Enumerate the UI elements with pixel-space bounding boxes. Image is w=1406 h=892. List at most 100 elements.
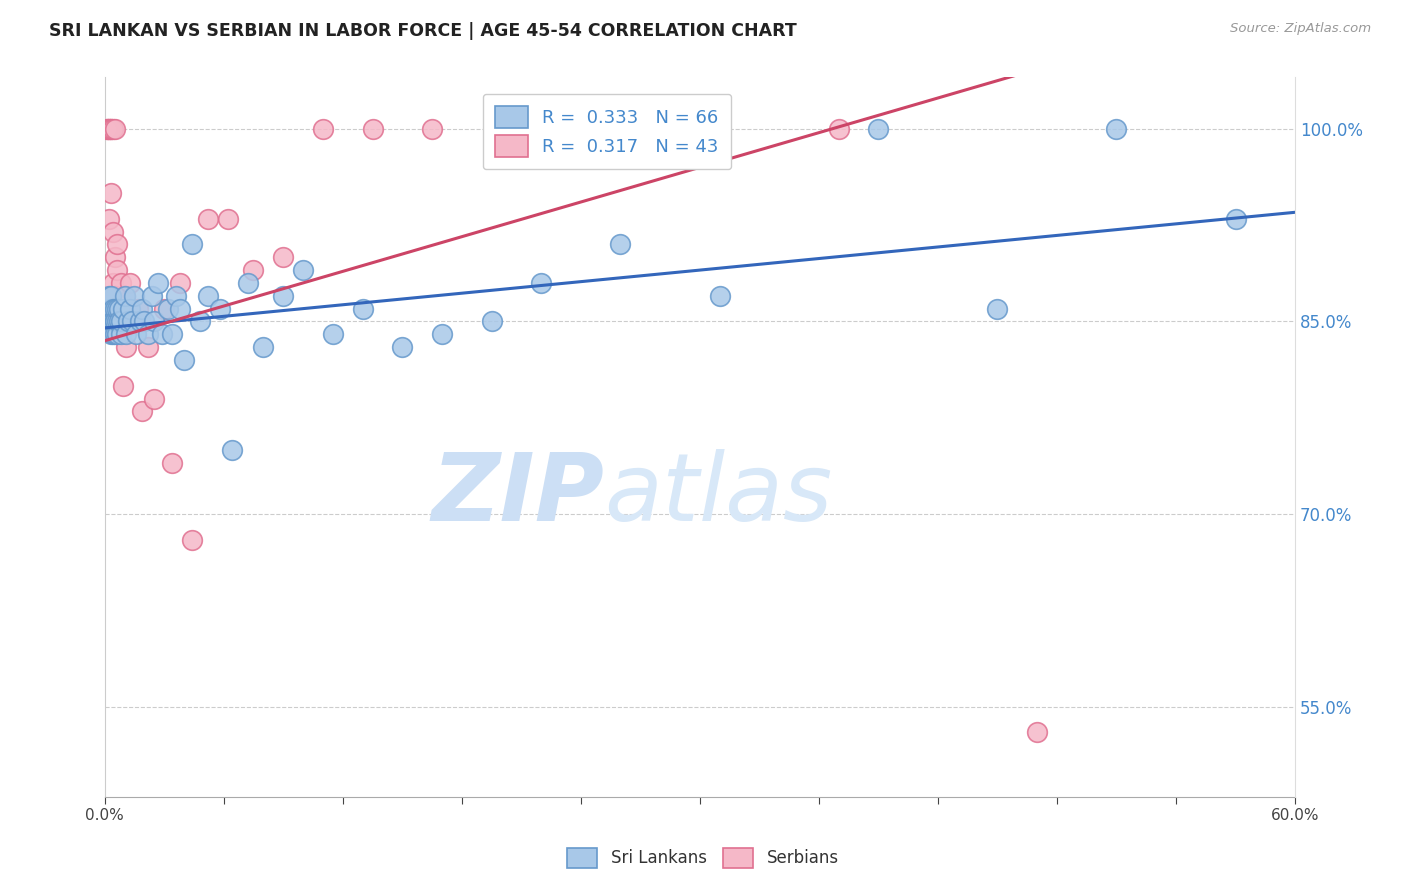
Point — [114, 289, 136, 303]
Point — [352, 301, 374, 316]
Point — [420, 121, 443, 136]
Point — [97, 121, 120, 136]
Point — [609, 237, 631, 252]
Point — [111, 378, 134, 392]
Point — [150, 327, 173, 342]
Point — [131, 404, 153, 418]
Point — [104, 327, 127, 342]
Point — [104, 314, 127, 328]
Point — [169, 276, 191, 290]
Point — [143, 314, 166, 328]
Point — [986, 301, 1008, 316]
Point — [100, 289, 122, 303]
Point — [430, 327, 453, 342]
Point — [197, 289, 219, 303]
Point — [101, 276, 124, 290]
Point — [110, 314, 132, 328]
Point — [120, 276, 142, 290]
Point — [181, 237, 204, 252]
Point — [312, 121, 335, 136]
Point — [110, 327, 132, 342]
Point — [114, 289, 136, 303]
Point — [1225, 211, 1247, 226]
Text: SRI LANKAN VS SERBIAN IN LABOR FORCE | AGE 45-54 CORRELATION CHART: SRI LANKAN VS SERBIAN IN LABOR FORCE | A… — [49, 22, 797, 40]
Point — [104, 250, 127, 264]
Point — [121, 314, 143, 328]
Point — [197, 211, 219, 226]
Point — [107, 314, 129, 328]
Point — [100, 301, 122, 316]
Point — [97, 301, 120, 316]
Point — [105, 301, 128, 316]
Point — [481, 314, 503, 328]
Text: atlas: atlas — [605, 449, 832, 540]
Point — [115, 327, 138, 342]
Point — [153, 301, 176, 316]
Point — [101, 121, 124, 136]
Point — [131, 301, 153, 316]
Point — [96, 301, 118, 316]
Point — [173, 353, 195, 368]
Point — [165, 289, 187, 303]
Point — [104, 289, 127, 303]
Point — [96, 314, 118, 328]
Point — [124, 314, 146, 328]
Point — [117, 314, 139, 328]
Point — [391, 340, 413, 354]
Point — [101, 314, 124, 328]
Point — [361, 121, 384, 136]
Point — [252, 340, 274, 354]
Point — [530, 276, 553, 290]
Point — [105, 314, 128, 328]
Point — [111, 301, 134, 316]
Text: ZIP: ZIP — [432, 449, 605, 541]
Point — [181, 533, 204, 547]
Point — [97, 314, 120, 328]
Point — [188, 314, 211, 328]
Point — [221, 442, 243, 457]
Point — [242, 263, 264, 277]
Point — [107, 301, 129, 316]
Point — [236, 276, 259, 290]
Point — [689, 121, 711, 136]
Point — [157, 301, 180, 316]
Point — [271, 250, 294, 264]
Point — [127, 301, 149, 316]
Point — [129, 314, 152, 328]
Point — [709, 289, 731, 303]
Legend: R =  0.333   N = 66, R =  0.317   N = 43: R = 0.333 N = 66, R = 0.317 N = 43 — [482, 94, 731, 169]
Point — [104, 314, 127, 328]
Point — [97, 211, 120, 226]
Point — [97, 121, 120, 136]
Point — [217, 211, 239, 226]
Point — [491, 121, 513, 136]
Point — [1026, 725, 1049, 739]
Point — [100, 314, 122, 328]
Point — [97, 289, 120, 303]
Point — [125, 327, 148, 342]
Point — [100, 186, 122, 200]
Legend: Sri Lankans, Serbians: Sri Lankans, Serbians — [561, 841, 845, 875]
Text: Source: ZipAtlas.com: Source: ZipAtlas.com — [1230, 22, 1371, 36]
Point — [101, 225, 124, 239]
Point — [160, 456, 183, 470]
Point — [292, 263, 315, 277]
Point — [100, 327, 122, 342]
Point — [110, 276, 132, 290]
Point — [141, 289, 163, 303]
Point — [100, 121, 122, 136]
Point — [96, 121, 118, 136]
Point — [169, 301, 191, 316]
Point — [143, 392, 166, 406]
Point — [148, 276, 170, 290]
Point — [208, 301, 231, 316]
Point — [160, 327, 183, 342]
Point — [828, 121, 851, 136]
Point — [105, 263, 128, 277]
Point — [105, 327, 128, 342]
Point — [100, 121, 122, 136]
Point — [101, 301, 124, 316]
Point — [124, 289, 146, 303]
Point — [134, 314, 156, 328]
Point — [136, 340, 159, 354]
